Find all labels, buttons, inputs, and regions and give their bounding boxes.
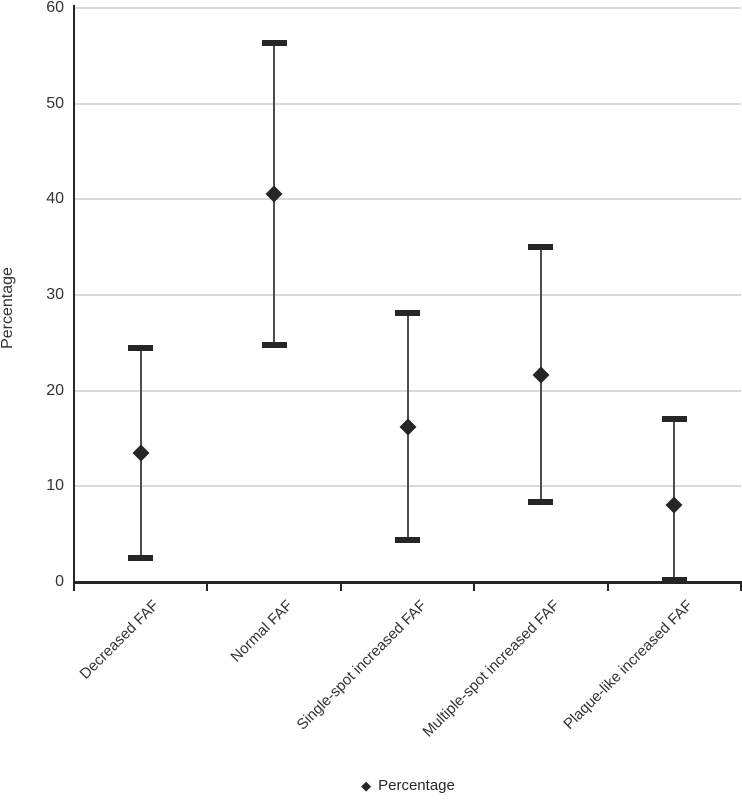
y-tick-label-60: 60 <box>46 0 64 16</box>
error-bar-cap-top <box>395 310 420 317</box>
diamond-marker <box>132 444 150 462</box>
error-bar-cap-top <box>528 244 554 251</box>
y-tick-label-20: 20 <box>46 381 64 399</box>
gridline-30 <box>74 294 741 296</box>
x-tick-2 <box>339 584 342 591</box>
legend: ◆ Percentage <box>75 777 741 794</box>
diamond-marker <box>532 366 550 384</box>
x-category-label: Decreased FAF <box>77 597 163 683</box>
diamond-marker <box>399 418 416 436</box>
gridline-60 <box>74 7 741 9</box>
y-axis-line <box>73 5 75 582</box>
x-category-label: Normal FAF <box>227 597 297 666</box>
x-tick-1 <box>206 584 209 591</box>
x-category-label: Plaque-like increased FAF <box>560 597 697 733</box>
gridline-40 <box>74 198 741 201</box>
gridline-50 <box>74 102 741 105</box>
y-tick-label-30: 30 <box>46 286 64 303</box>
y-tick-label-0: 0 <box>55 573 64 590</box>
error-bar-cap-bottom <box>661 577 687 584</box>
x-tick-3 <box>473 584 476 591</box>
x-category-label: Multiple-spot increased FAF <box>419 597 563 741</box>
y-tick-label-10: 10 <box>46 477 64 495</box>
diamond-icon: ◆ <box>361 778 372 793</box>
legend-label: Percentage <box>378 777 455 794</box>
diamond-marker <box>665 496 683 513</box>
error-bar-cap-bottom <box>128 555 154 562</box>
error-bar-cap-top <box>661 416 687 423</box>
x-tick-4 <box>606 584 609 591</box>
error-bar-cap-bottom <box>395 536 420 543</box>
x-tick-0 <box>73 584 75 591</box>
error-bar-cap-top <box>128 344 154 351</box>
y-axis-title: Percentage <box>0 267 16 349</box>
y-tick-label-50: 50 <box>46 94 64 112</box>
error-bar-cap-bottom <box>528 498 554 505</box>
error-bar-cap-top <box>261 40 287 47</box>
error-bar-cap-bottom <box>261 341 287 348</box>
x-axis-line <box>73 581 742 584</box>
x-category-label: Single-spot increased FAF <box>293 597 430 734</box>
y-tick-label-40: 40 <box>46 190 64 208</box>
x-tick-5 <box>740 584 742 591</box>
